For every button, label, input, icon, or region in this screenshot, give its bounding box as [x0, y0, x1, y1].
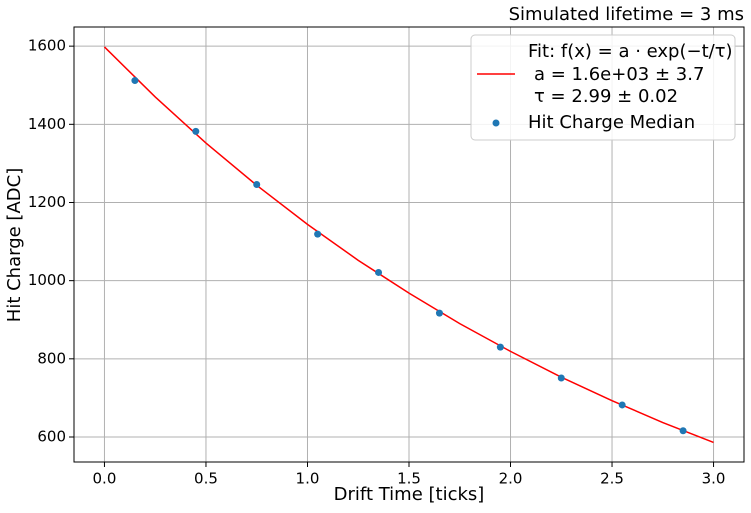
legend: Fit: f(x) = a · exp(−t/τ)a = 1.6e+03 ± 3…: [470, 34, 736, 141]
y-tick-label: 600: [37, 427, 66, 445]
data-point: [679, 427, 687, 435]
x-tick-label: 1.5: [397, 470, 421, 488]
x-tick-label: 3.0: [702, 470, 726, 488]
legend-label: a = 1.6e+03 ± 3.7: [534, 64, 704, 85]
legend-box: [470, 34, 736, 141]
x-tick-label: 2.5: [600, 470, 624, 488]
data-point: [435, 309, 443, 317]
data-point: [618, 401, 626, 409]
data-point: [192, 127, 200, 135]
x-tick-label: 1.0: [296, 470, 320, 488]
y-tick-label: 1400: [28, 115, 66, 133]
y-tick-label: 800: [37, 349, 66, 367]
x-tick-label: 0.5: [194, 470, 218, 488]
data-point: [557, 374, 565, 382]
chart-title: Simulated lifetime = 3 ms: [509, 4, 744, 25]
y-tick-label: 1600: [28, 37, 66, 55]
data-point: [253, 181, 261, 189]
y-tick-label: 1000: [28, 271, 66, 289]
legend-label: τ = 2.99 ± 0.02: [534, 86, 678, 107]
x-tick-label: 2.0: [499, 470, 523, 488]
data-point: [131, 77, 139, 85]
plot-frame: [73, 26, 745, 463]
x-tick-label: 0.0: [93, 470, 117, 488]
data-point: [496, 343, 504, 351]
y-axis-label: Hit Charge [ADC]: [4, 168, 25, 322]
legend-label: Fit: f(x) = a · exp(−t/τ): [528, 41, 733, 62]
data-point: [375, 268, 383, 276]
x-axis-label: Drift Time [ticks]: [334, 484, 485, 505]
legend-label: Hit Charge Median: [528, 112, 695, 133]
data-point: [314, 230, 322, 238]
legend-symbol: [492, 119, 500, 127]
fit-line: [103, 46, 714, 444]
y-tick-label: 1200: [28, 193, 66, 211]
